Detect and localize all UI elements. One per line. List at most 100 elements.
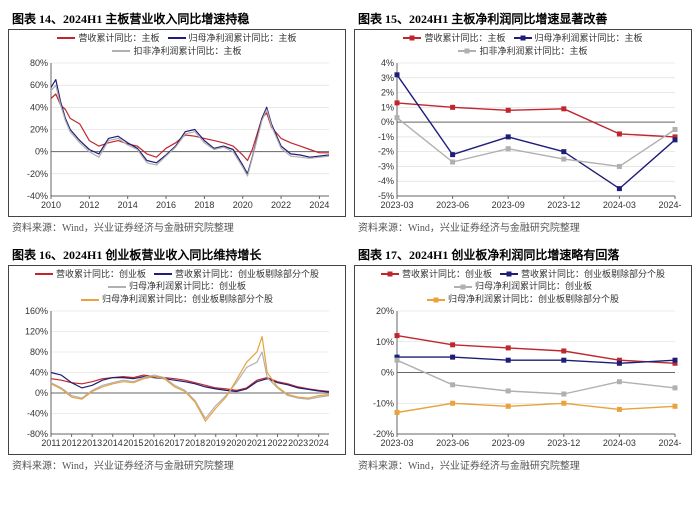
svg-text:20%: 20% (376, 307, 394, 316)
source-15: 资料来源：Wind，兴业证券经济与金融研究院整理 (354, 217, 692, 238)
legend-swatch (403, 37, 421, 39)
svg-text:2012: 2012 (79, 200, 99, 210)
svg-text:10%: 10% (376, 337, 394, 347)
svg-text:2024-03: 2024-03 (603, 200, 636, 210)
svg-text:1%: 1% (381, 102, 394, 112)
svg-text:3%: 3% (381, 72, 394, 82)
svg-text:2023-03: 2023-03 (380, 200, 413, 210)
panel-14: 图表 14、2024H1 主板营业收入同比增速持稳 营收累计同比：主板归母净利润… (8, 8, 346, 238)
legend-label: 营收累计同比：主板 (78, 33, 159, 44)
legend-label: 营收累计同比：创业板 (402, 269, 492, 280)
svg-text:2023-12: 2023-12 (547, 438, 580, 448)
charts-grid: 图表 14、2024H1 主板营业收入同比增速持稳 营收累计同比：主板归母净利润… (8, 8, 692, 476)
svg-text:2020: 2020 (226, 438, 246, 448)
legend-item: 扣非净利润累计同比：主板 (458, 46, 587, 57)
svg-text:-4%: -4% (378, 176, 394, 186)
svg-text:2023-03: 2023-03 (380, 438, 413, 448)
legend-swatch (168, 37, 186, 39)
svg-text:2018: 2018 (185, 438, 205, 448)
legend-swatch (35, 273, 53, 275)
legend-item: 营收累计同比：创业板 (381, 269, 492, 280)
legend-label: 扣非净利润累计同比：主板 (479, 46, 587, 57)
legend-swatch (458, 50, 476, 52)
svg-text:40%: 40% (30, 102, 48, 112)
legend-item: 归母净利润累计同比：主板 (168, 33, 297, 44)
chart-14-svg: -40%-20%0%20%40%60%80%201020122014201620… (15, 59, 335, 214)
legend-swatch (500, 273, 518, 275)
legend-item: 归母净利润累计同比：主板 (514, 33, 643, 44)
legend-label: 归母净利润累计同比：创业板剔除部分个股 (448, 294, 619, 305)
legend-swatch (427, 299, 445, 301)
svg-text:2018: 2018 (194, 200, 214, 210)
svg-text:120%: 120% (25, 326, 48, 336)
chart-15-svg: -5%-4%-3%-2%-1%0%1%2%3%4%2023-032023-062… (361, 59, 681, 214)
svg-text:2024: 2024 (309, 200, 329, 210)
panel-16: 图表 16、2024H1 创业板营业收入同比维持增长 营收累计同比：创业板 营收累… (8, 244, 346, 476)
svg-text:2023-09: 2023-09 (492, 200, 525, 210)
svg-text:0%: 0% (35, 146, 48, 156)
legend-label: 营收累计同比：创业板剔除部分个股 (175, 269, 319, 280)
legend-label: 扣非净利润累计同比：主板 (133, 46, 241, 57)
legend-16: 营收累计同比：创业板营收累计同比：创业板剔除部分个股归母净利润累计同比：创业板归… (15, 269, 339, 305)
legend-label: 营收累计同比：创业板 (56, 269, 146, 280)
legend-swatch (81, 299, 99, 301)
svg-text:2023: 2023 (288, 438, 308, 448)
legend-item: 营收累计同比：创业板剔除部分个股 (500, 269, 665, 280)
legend-label: 归母净利润累计同比：创业板 (475, 281, 592, 292)
svg-text:60%: 60% (30, 80, 48, 90)
svg-text:160%: 160% (25, 307, 48, 316)
svg-text:2016: 2016 (156, 200, 176, 210)
title-16: 图表 16、2024H1 创业板营业收入同比维持增长 (8, 244, 346, 265)
legend-14: 营收累计同比：主板归母净利润累计同比：主板扣非净利润累计同比：主板 (15, 33, 339, 57)
legend-label: 归母净利润累计同比：主板 (535, 33, 643, 44)
legend-label: 营收累计同比：主板 (424, 33, 505, 44)
legend-label: 营收累计同比：创业板剔除部分个股 (521, 269, 665, 280)
legend-swatch (112, 50, 130, 52)
svg-text:2%: 2% (381, 87, 394, 97)
legend-swatch (154, 273, 172, 275)
legend-item: 营收累计同比：创业板剔除部分个股 (154, 269, 319, 280)
svg-text:2023-12: 2023-12 (547, 200, 580, 210)
source-16: 资料来源：Wind，兴业证券经济与金融研究院整理 (8, 455, 346, 476)
svg-text:4%: 4% (381, 59, 394, 68)
legend-item: 营收累计同比：创业板 (35, 269, 146, 280)
svg-text:2023-06: 2023-06 (436, 438, 469, 448)
svg-text:2010: 2010 (41, 200, 61, 210)
svg-text:2020: 2020 (233, 200, 253, 210)
legend-swatch (454, 286, 472, 288)
svg-text:0%: 0% (381, 117, 394, 127)
svg-text:-20%: -20% (27, 168, 48, 178)
panel-15: 图表 15、2024H1 主板净利润同比增速显著改善 营收累计同比：主板 归母净利… (354, 8, 692, 238)
panel-17: 图表 17、2024H1 创业板净利润同比增速略有回落 营收累计同比：创业板 营收… (354, 244, 692, 476)
svg-text:2024-06: 2024-06 (658, 200, 681, 210)
svg-text:2011: 2011 (41, 438, 60, 448)
legend-item: 归母净利润累计同比：创业板 (108, 281, 246, 292)
svg-text:0%: 0% (35, 388, 48, 398)
legend-item: 营收累计同比：主板 (403, 33, 505, 44)
svg-text:-3%: -3% (378, 161, 394, 171)
chart-16-svg: -80%-40%0%40%80%120%160%2011201220132014… (15, 307, 335, 452)
title-15: 图表 15、2024H1 主板净利润同比增速显著改善 (354, 8, 692, 29)
legend-item: 扣非净利润累计同比：主板 (112, 46, 241, 57)
svg-text:2017: 2017 (165, 438, 185, 448)
svg-text:2016: 2016 (144, 438, 164, 448)
title-14: 图表 14、2024H1 主板营业收入同比增速持稳 (8, 8, 346, 29)
svg-text:-40%: -40% (27, 408, 48, 418)
svg-text:2019: 2019 (206, 438, 226, 448)
legend-swatch (381, 273, 399, 275)
svg-text:2021: 2021 (247, 438, 267, 448)
legend-15: 营收累计同比：主板 归母净利润累计同比：主板扣非净利润累计同比：主板 (361, 33, 685, 57)
svg-text:2024-06: 2024-06 (658, 438, 681, 448)
svg-text:2014: 2014 (118, 200, 138, 210)
legend-swatch (514, 37, 532, 39)
chart-17-svg: -20%-10%0%10%20%2023-032023-062023-09202… (361, 307, 681, 452)
legend-swatch (57, 37, 75, 39)
source-14: 资料来源：Wind，兴业证券经济与金融研究院整理 (8, 217, 346, 238)
svg-text:-2%: -2% (378, 146, 394, 156)
chart-15-frame: 营收累计同比：主板归母净利润累计同比：主板扣非净利润累计同比：主板 -5%-4%… (354, 29, 692, 217)
legend-item: 归母净利润累计同比：创业板 (454, 281, 592, 292)
title-17: 图表 17、2024H1 创业板净利润同比增速略有回落 (354, 244, 692, 265)
svg-text:2023-06: 2023-06 (436, 200, 469, 210)
svg-text:2024-03: 2024-03 (603, 438, 636, 448)
svg-text:40%: 40% (30, 367, 48, 377)
